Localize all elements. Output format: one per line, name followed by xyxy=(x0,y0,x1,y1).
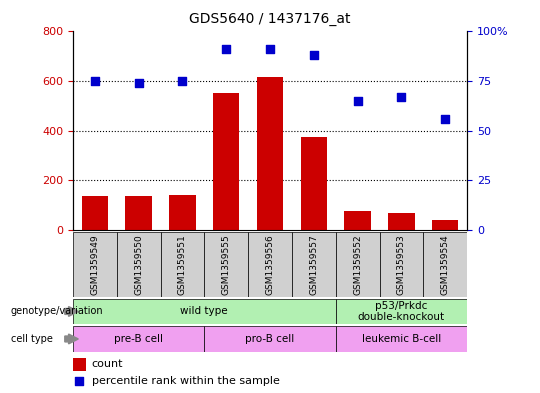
Bar xyxy=(336,326,467,352)
Bar xyxy=(125,196,152,230)
Text: GSM1359550: GSM1359550 xyxy=(134,234,143,295)
Bar xyxy=(213,94,239,230)
Point xyxy=(91,78,99,84)
Text: GSM1359554: GSM1359554 xyxy=(441,234,450,295)
Text: pre-B cell: pre-B cell xyxy=(114,334,163,344)
Text: genotype/variation: genotype/variation xyxy=(11,307,104,316)
Bar xyxy=(73,358,85,371)
Text: count: count xyxy=(92,359,123,369)
Text: GSM1359555: GSM1359555 xyxy=(222,234,231,295)
Text: GSM1359553: GSM1359553 xyxy=(397,234,406,295)
Point xyxy=(397,94,406,100)
Text: percentile rank within the sample: percentile rank within the sample xyxy=(92,376,280,386)
Bar xyxy=(336,232,380,297)
Text: GSM1359557: GSM1359557 xyxy=(309,234,318,295)
Title: GDS5640 / 1437176_at: GDS5640 / 1437176_at xyxy=(189,12,351,26)
Bar xyxy=(82,196,108,230)
Text: p53/Prkdc
double-knockout: p53/Prkdc double-knockout xyxy=(358,301,445,322)
Point xyxy=(441,116,449,122)
Point xyxy=(266,46,274,52)
Bar xyxy=(345,211,371,230)
Bar xyxy=(248,232,292,297)
Point xyxy=(353,98,362,104)
Bar xyxy=(388,213,415,230)
Bar xyxy=(117,232,160,297)
Point xyxy=(178,78,187,84)
Point xyxy=(309,52,318,59)
Text: GSM1359549: GSM1359549 xyxy=(90,234,99,295)
Bar xyxy=(160,232,204,297)
Bar xyxy=(292,232,336,297)
Bar xyxy=(336,299,467,324)
Bar xyxy=(380,232,423,297)
Bar xyxy=(301,137,327,230)
Bar xyxy=(423,232,467,297)
Point xyxy=(222,46,231,52)
Bar xyxy=(432,220,458,230)
Point xyxy=(75,378,84,384)
Bar xyxy=(257,77,283,230)
Text: wild type: wild type xyxy=(180,307,228,316)
Text: GSM1359556: GSM1359556 xyxy=(266,234,274,295)
Bar xyxy=(204,326,336,352)
Bar xyxy=(73,326,204,352)
Bar xyxy=(169,195,195,230)
Text: pro-B cell: pro-B cell xyxy=(245,334,295,344)
Text: GSM1359551: GSM1359551 xyxy=(178,234,187,295)
Bar xyxy=(73,232,117,297)
Bar xyxy=(73,299,336,324)
Text: cell type: cell type xyxy=(11,334,53,344)
Text: GSM1359552: GSM1359552 xyxy=(353,234,362,295)
Bar xyxy=(204,232,248,297)
Text: leukemic B-cell: leukemic B-cell xyxy=(362,334,441,344)
Point xyxy=(134,80,143,86)
